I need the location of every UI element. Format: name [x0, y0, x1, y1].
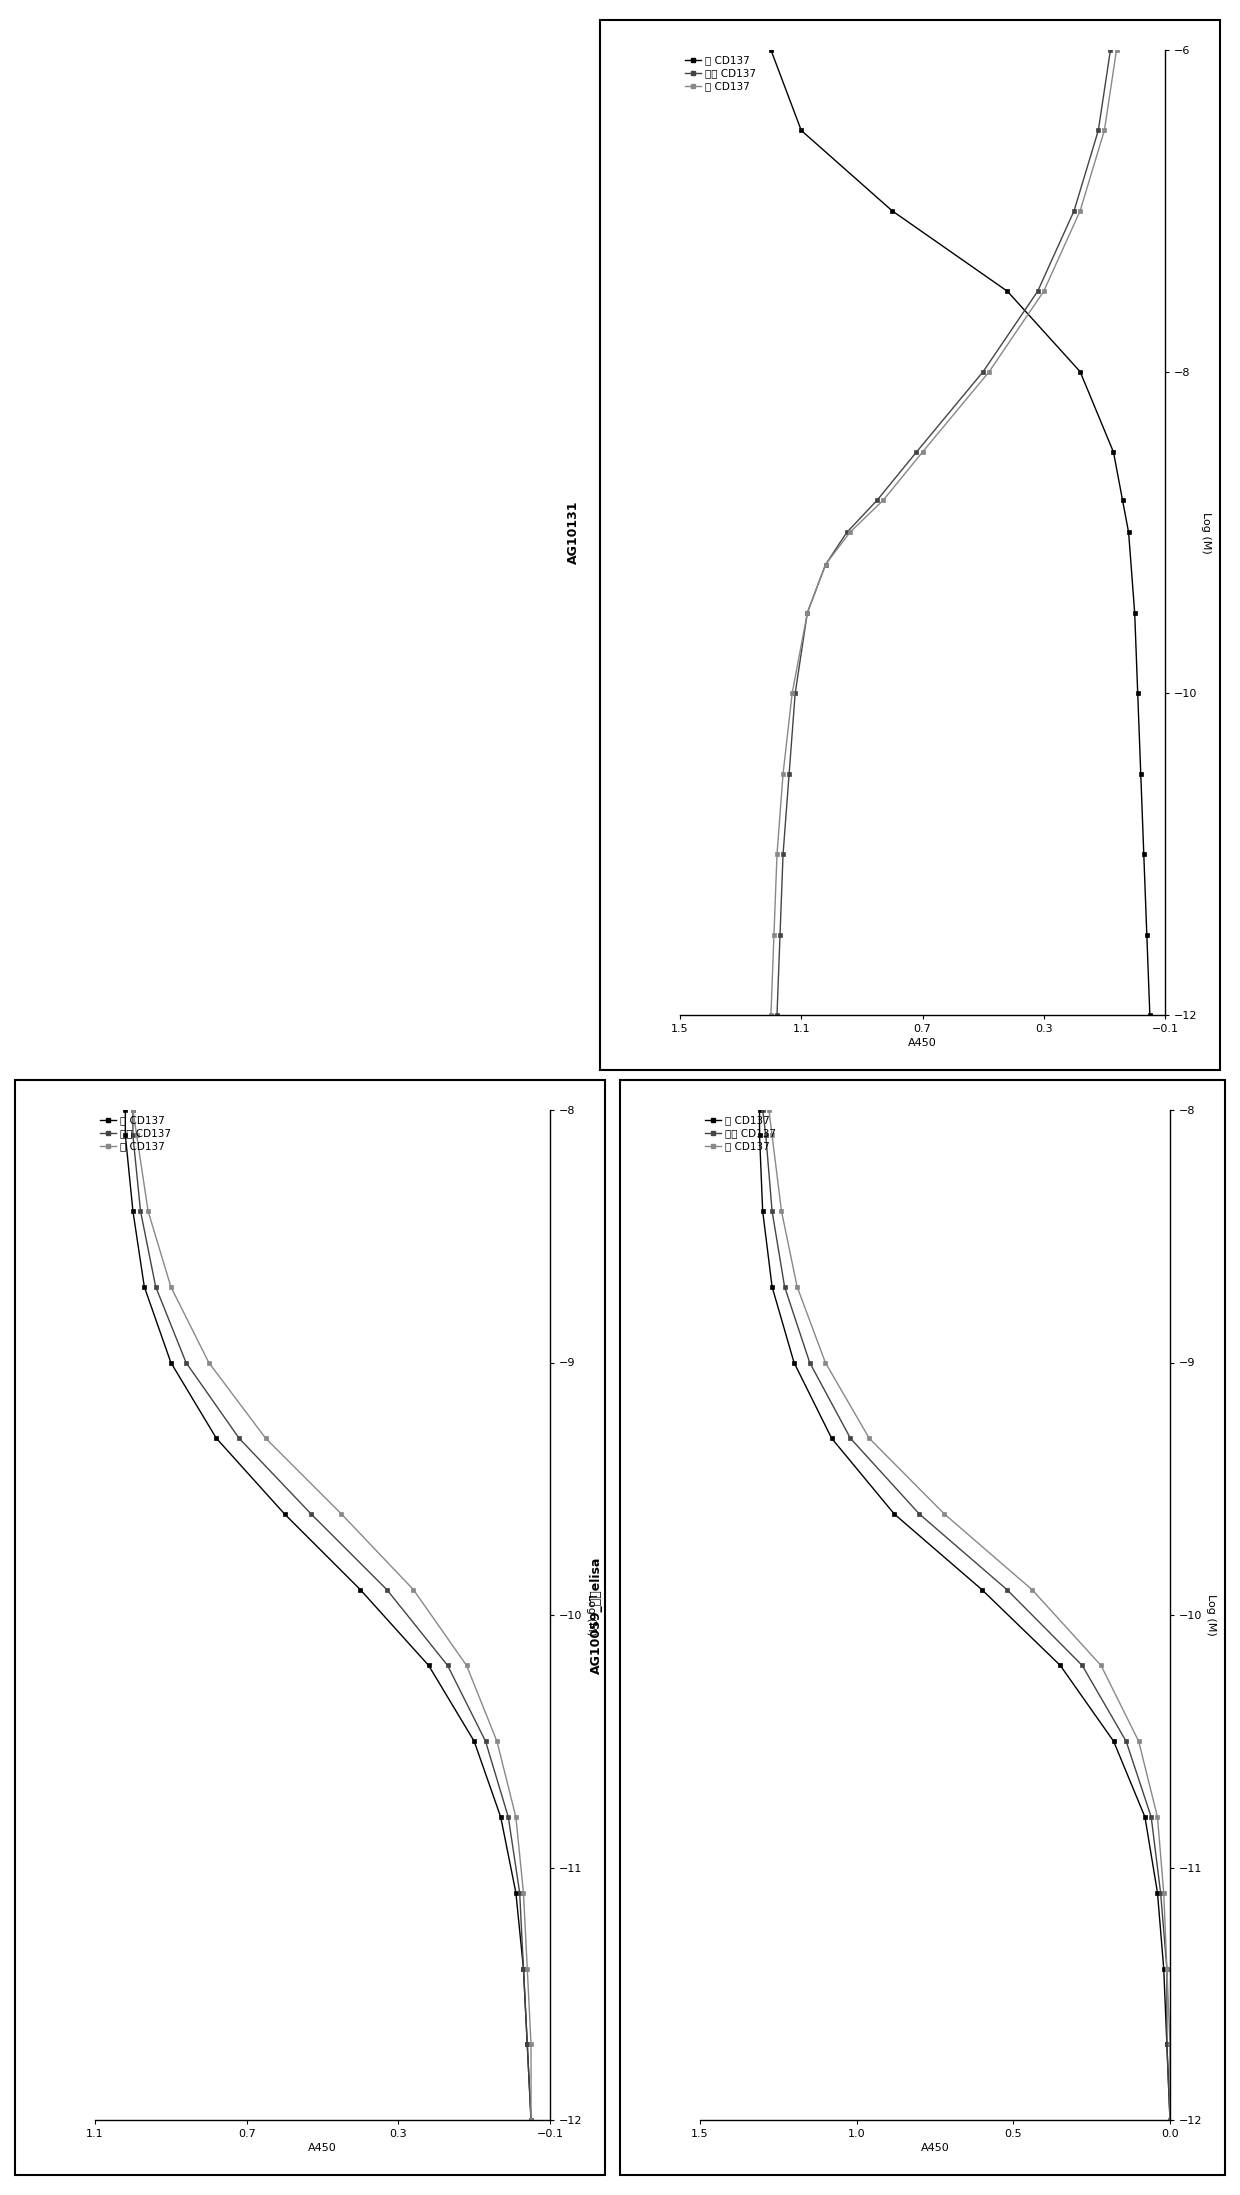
X-axis label: A450: A450	[920, 2142, 950, 2153]
Legend: 人 CD137, 小鼠 CD137, 猴 CD137: 人 CD137, 小鼠 CD137, 猴 CD137	[100, 1115, 171, 1152]
Text: AG10059_结合elisa: AG10059_结合elisa	[590, 1556, 603, 1673]
Text: AG10058: AG10058	[0, 1583, 1, 1646]
X-axis label: A450: A450	[908, 1038, 937, 1049]
Y-axis label: Log (M): Log (M)	[587, 1594, 596, 1635]
Legend: 人 CD137, 小鼠 CD137, 猴 CD137: 人 CD137, 小鼠 CD137, 猴 CD137	[706, 1115, 776, 1152]
Y-axis label: Log (M): Log (M)	[1207, 1594, 1216, 1635]
Legend: 人 CD137, 小鼠 CD137, 猴 CD137: 人 CD137, 小鼠 CD137, 猴 CD137	[686, 55, 756, 92]
X-axis label: A450: A450	[308, 2142, 337, 2153]
Y-axis label: Log (M): Log (M)	[1202, 511, 1211, 553]
Text: AG10131: AG10131	[567, 500, 580, 564]
